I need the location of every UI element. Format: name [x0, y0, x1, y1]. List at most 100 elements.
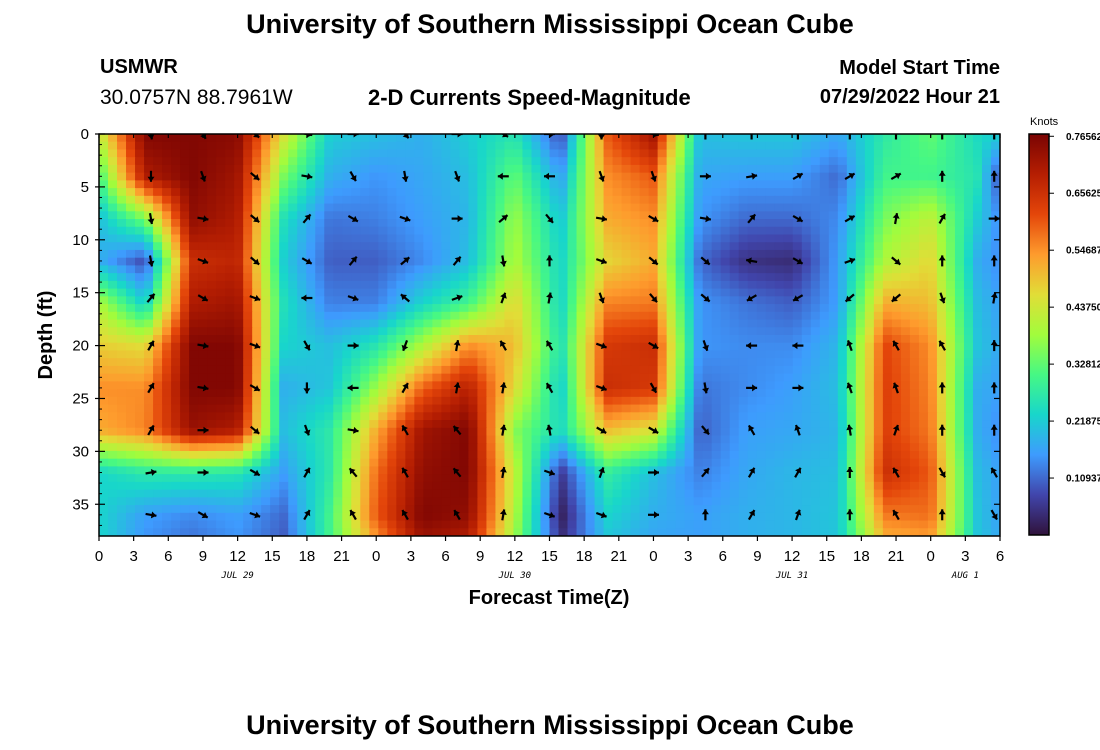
heatmap-cell — [288, 164, 298, 174]
heatmap-cell — [423, 358, 433, 367]
heatmap-cell — [594, 257, 605, 267]
heatmap-cell — [666, 458, 677, 468]
heatmap-cell — [756, 497, 767, 506]
heatmap-cell — [909, 350, 920, 359]
heatmap-cell — [306, 373, 316, 382]
heatmap-cell — [342, 288, 352, 297]
heatmap-cell — [414, 481, 424, 491]
heatmap-cell — [576, 304, 587, 313]
heatmap-cell — [153, 188, 163, 197]
heatmap-cell — [576, 365, 587, 375]
heatmap-cell — [423, 311, 433, 321]
heatmap-cell — [450, 304, 460, 313]
heatmap-cell — [864, 242, 875, 251]
heatmap-cell — [909, 412, 920, 421]
heatmap-cell — [666, 273, 677, 282]
heatmap-cell — [774, 226, 785, 236]
heatmap-cell — [387, 435, 397, 444]
heatmap-cell — [180, 335, 190, 344]
heatmap-cell — [288, 350, 298, 359]
heatmap-cell — [567, 466, 578, 475]
heatmap-cell — [333, 497, 343, 506]
heatmap-cell — [468, 203, 479, 212]
heatmap-cell — [981, 311, 992, 321]
heatmap-cell — [531, 327, 542, 336]
heatmap-cell — [585, 327, 596, 336]
heatmap-cell — [927, 358, 938, 367]
heatmap-cell — [765, 365, 776, 375]
heatmap-cell — [756, 335, 767, 344]
heatmap-cell — [243, 435, 253, 444]
heatmap-cell — [522, 412, 533, 421]
heatmap-cell — [216, 435, 226, 444]
heatmap-cell — [306, 188, 316, 197]
heatmap-cell — [675, 234, 686, 243]
heatmap-cell — [828, 396, 839, 406]
heatmap-cell — [162, 195, 172, 205]
heatmap-cell — [918, 280, 929, 290]
heatmap-cell — [954, 265, 965, 274]
heatmap-cell — [594, 327, 605, 336]
heatmap-cell — [954, 497, 965, 506]
heatmap-cell — [945, 164, 956, 174]
heatmap-cell — [801, 427, 812, 437]
heatmap-cell — [774, 435, 785, 444]
heatmap-cell — [711, 203, 722, 212]
heatmap-cell — [153, 396, 163, 406]
heatmap-cell — [675, 381, 686, 390]
heatmap-cell — [243, 280, 253, 290]
heatmap-cell — [756, 412, 767, 421]
heatmap-cell — [828, 474, 839, 483]
heatmap-cell — [909, 327, 920, 336]
heatmap-cell — [864, 304, 875, 313]
heatmap-cell — [675, 157, 686, 166]
heatmap-cell — [765, 481, 776, 491]
heatmap-cell — [567, 412, 578, 421]
heatmap-cell — [621, 396, 632, 406]
heatmap-cell — [621, 164, 632, 174]
heatmap-cell — [486, 327, 497, 336]
heatmap-cell — [756, 458, 767, 468]
heatmap-cell — [990, 396, 1000, 406]
heatmap-cell — [288, 319, 298, 328]
heatmap-cell — [711, 389, 722, 398]
heatmap-cell — [567, 319, 578, 328]
heatmap-cell — [99, 396, 109, 406]
heatmap-cell — [792, 497, 803, 506]
heatmap-cell — [432, 466, 442, 475]
heatmap-cell — [945, 396, 956, 406]
heatmap-cell — [774, 327, 785, 336]
heatmap-cell — [522, 180, 533, 189]
heatmap-cell — [882, 365, 893, 375]
heatmap-cell — [783, 203, 794, 212]
heatmap-cell — [108, 157, 118, 166]
heatmap-cell — [171, 450, 181, 460]
heatmap-cell — [387, 373, 397, 382]
heatmap-cell — [765, 327, 776, 336]
heatmap-cell — [612, 188, 623, 197]
heatmap-cell — [306, 450, 316, 460]
heatmap-cell — [333, 265, 343, 274]
heatmap-cell — [441, 296, 451, 305]
heatmap-cell — [198, 489, 208, 498]
heatmap-cell — [522, 505, 533, 514]
heatmap-cell — [189, 195, 199, 205]
heatmap-cell — [540, 505, 551, 514]
heatmap-cell — [153, 458, 163, 468]
heatmap-cell — [261, 381, 271, 390]
heatmap-cell — [855, 466, 866, 475]
station-coords: 30.0757N 88.7961W — [100, 86, 293, 109]
heatmap-cell — [540, 257, 551, 267]
heatmap-cell — [333, 304, 343, 313]
heatmap-cell — [261, 257, 271, 267]
heatmap-cell — [324, 505, 334, 514]
heatmap-cell — [837, 427, 848, 437]
heatmap-cell — [306, 149, 316, 158]
heatmap-cell — [162, 203, 172, 212]
heatmap-cell — [351, 389, 361, 398]
heatmap-cell — [387, 489, 397, 498]
heatmap-cell — [495, 234, 506, 243]
heatmap-cell — [333, 157, 343, 166]
heatmap-cell — [540, 458, 551, 468]
heatmap-cell — [369, 249, 379, 259]
